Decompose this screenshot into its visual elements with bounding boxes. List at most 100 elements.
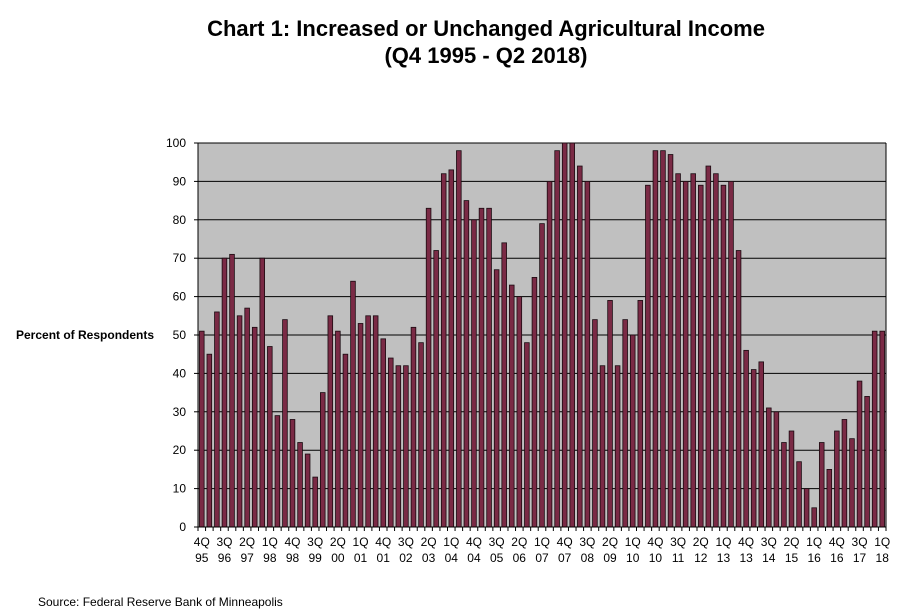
x-tick-label-year: 10	[626, 551, 640, 565]
y-tick-label: 30	[173, 405, 187, 419]
bar	[350, 280, 356, 528]
bar	[493, 269, 500, 528]
x-tick-label-year: 96	[218, 551, 232, 565]
y-tick-label: 0	[179, 520, 186, 534]
x-tick-label-year: 09	[603, 551, 617, 565]
y-tick-label: 80	[173, 213, 187, 227]
x-tick-label-year: 01	[354, 551, 368, 565]
bar	[403, 365, 409, 528]
x-tick-label-quarter: 1Q	[534, 535, 550, 549]
bar	[637, 300, 644, 528]
source-note: Source: Federal Reserve Bank of Minneapo…	[38, 595, 283, 609]
chart-title: Chart 1: Increased or Unchanged Agricult…	[207, 16, 765, 41]
x-tick-label-year: 06	[513, 551, 527, 565]
bar	[312, 476, 318, 528]
x-tick-label-year: 04	[467, 551, 481, 565]
x-tick-label-quarter: 1Q	[353, 535, 369, 549]
x-tick-label-year: 16	[807, 551, 821, 565]
bar	[796, 461, 802, 528]
bar	[440, 173, 447, 528]
bar	[267, 346, 273, 528]
bar	[509, 284, 515, 528]
bar	[879, 330, 885, 528]
bar	[713, 173, 719, 528]
x-tick-label-quarter: 1Q	[806, 535, 822, 549]
bar	[758, 361, 764, 528]
x-tick-label-year: 98	[286, 551, 300, 565]
bar	[501, 242, 507, 528]
x-tick-label-year: 12	[694, 551, 708, 565]
bar	[229, 253, 235, 528]
x-tick-label-year: 13	[717, 551, 731, 565]
bar	[766, 407, 772, 528]
x-tick-label-quarter: 1Q	[262, 535, 278, 549]
bar	[297, 442, 303, 528]
bar	[259, 257, 266, 528]
bar	[871, 330, 878, 528]
bar	[561, 142, 568, 528]
bar	[781, 442, 787, 528]
x-tick-label-quarter: 4Q	[557, 535, 573, 549]
bar	[818, 442, 825, 528]
x-tick-label-year: 00	[331, 551, 345, 565]
y-tick-label: 50	[173, 328, 187, 342]
x-tick-label-quarter: 2Q	[783, 535, 799, 549]
x-tick-label-quarter: 3Q	[852, 535, 868, 549]
x-tick-label-quarter: 4Q	[647, 535, 663, 549]
y-tick-label: 10	[173, 482, 187, 496]
y-tick-label: 100	[166, 136, 186, 150]
bar	[335, 330, 341, 528]
bar	[682, 180, 689, 528]
x-tick-label-quarter: 3Q	[216, 535, 232, 549]
x-tick-label-quarter: 4Q	[829, 535, 845, 549]
bar	[304, 453, 311, 528]
y-tick-label: 40	[173, 366, 187, 380]
x-tick-label-year: 05	[490, 551, 504, 565]
x-tick-label-quarter: 1Q	[874, 535, 890, 549]
bar	[282, 319, 288, 528]
x-tick-label-quarter: 4Q	[284, 535, 300, 549]
bar	[629, 334, 636, 528]
bar	[826, 468, 833, 528]
y-axis-label: Percent of Respondents	[16, 328, 155, 342]
chart-subtitle: (Q4 1995 - Q2 2018)	[384, 43, 588, 68]
x-tick-label-year: 03	[422, 551, 436, 565]
x-tick-label-year: 13	[739, 551, 753, 565]
x-tick-label-year: 98	[263, 551, 277, 565]
x-tick-label-year: 16	[830, 551, 844, 565]
x-tick-label-quarter: 3Q	[579, 535, 595, 549]
bar	[531, 276, 538, 528]
x-tick-label-quarter: 4Q	[738, 535, 754, 549]
bar	[244, 307, 250, 528]
bar	[675, 173, 681, 528]
x-tick-label-quarter: 2Q	[421, 535, 437, 549]
bar	[289, 419, 296, 528]
bar	[569, 142, 575, 528]
bar	[206, 353, 213, 528]
bar	[735, 250, 742, 528]
x-tick-label-quarter: 2Q	[330, 535, 346, 549]
bar	[524, 342, 530, 528]
bar	[690, 173, 696, 528]
bar	[372, 315, 379, 528]
x-tick-label-quarter: 4Q	[194, 535, 210, 549]
axes	[197, 143, 887, 531]
x-tick-label-year: 15	[785, 551, 799, 565]
x-tick-label-year: 99	[309, 551, 323, 565]
bar	[425, 207, 432, 528]
bar	[592, 319, 598, 528]
bar	[645, 184, 651, 528]
y-tick-label: 20	[173, 443, 187, 457]
x-tick-label-year: 14	[762, 551, 776, 565]
bar	[834, 430, 840, 528]
bar	[584, 180, 591, 528]
x-tick-label-quarter: 2Q	[511, 535, 527, 549]
bar	[667, 154, 674, 528]
bar	[395, 365, 402, 528]
x-tick-label-year: 07	[535, 551, 549, 565]
y-tick-label: 60	[173, 290, 187, 304]
bar	[516, 296, 523, 528]
y-tick-labels: 0 10 20 30 40 50 60 70 80 90 100	[166, 136, 186, 534]
bar	[856, 380, 863, 528]
bar	[433, 250, 439, 528]
